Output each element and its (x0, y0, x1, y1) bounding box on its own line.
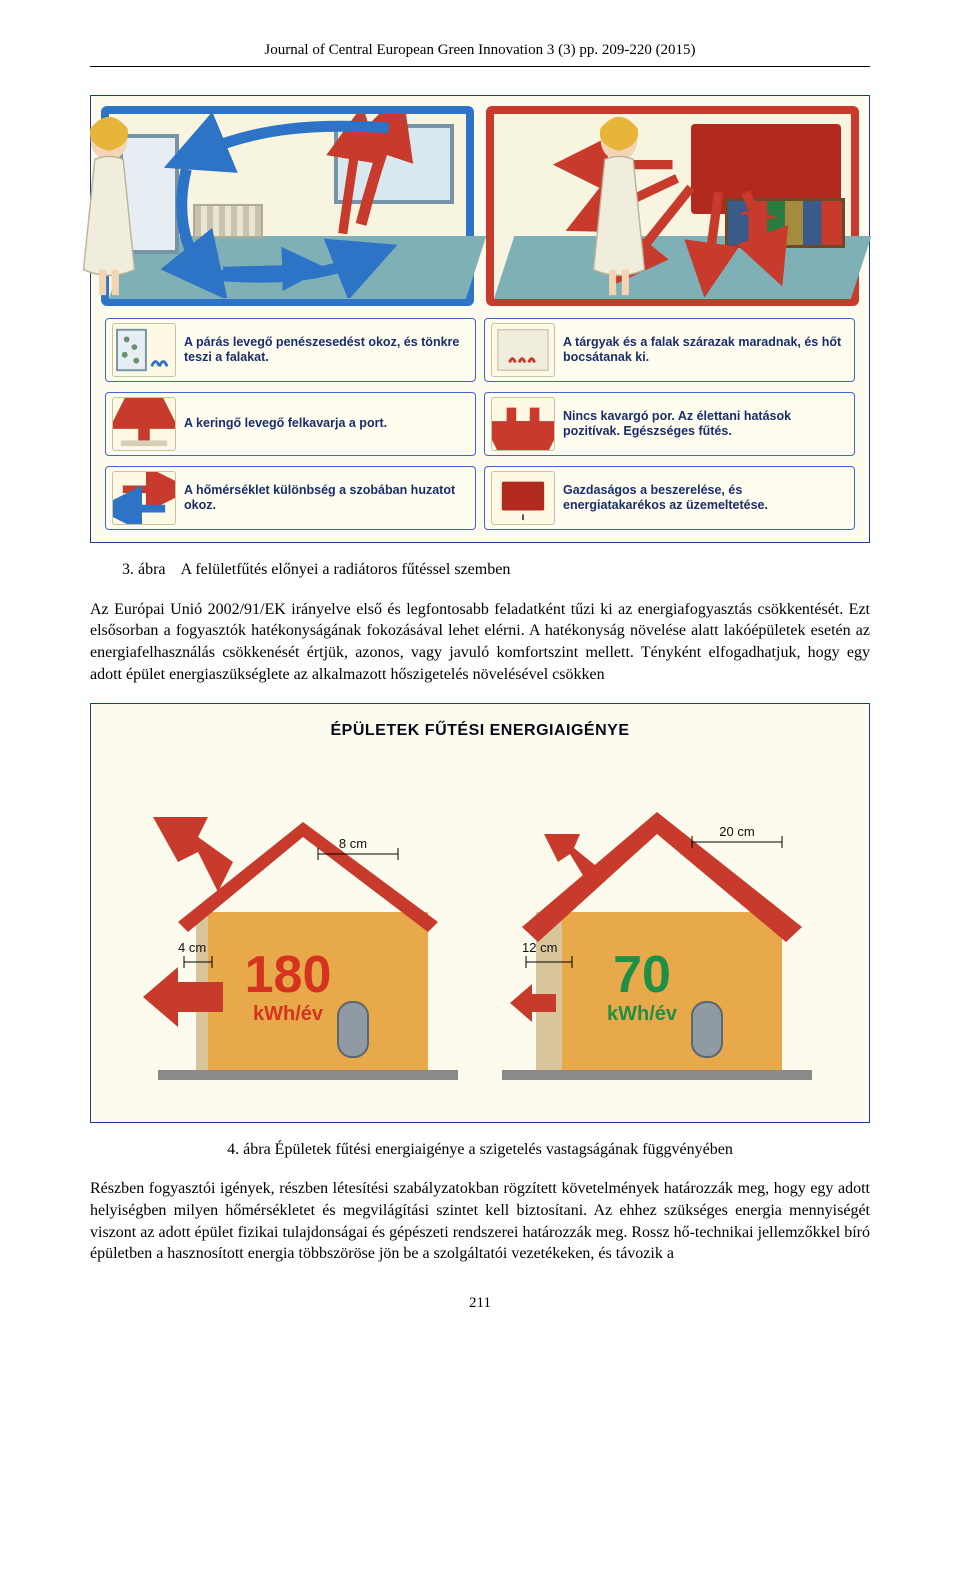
compare-text: A hőmérséklet különbség a szobában huzat… (184, 483, 469, 514)
mold-icon (112, 323, 176, 377)
figure-3-comparison: A párás levegő penészesedést okoz, és tö… (101, 316, 859, 532)
person-icon (0, 114, 288, 298)
economical-icon (491, 471, 555, 525)
energy-unit: kWh/év (607, 1003, 678, 1025)
compare-cell-left: A keringő levegő felkavarja a port. (105, 392, 476, 456)
house-good-insulation: 20 cm 12 cm 70 kWh/év (492, 762, 822, 1092)
compare-cell-right: Gazdaságos a beszerelése, és energiataka… (484, 466, 855, 530)
compare-cell-right: Nincs kavargó por. Az élettani hatások p… (484, 392, 855, 456)
compare-row: A párás levegő penészesedést okoz, és tö… (101, 316, 859, 384)
energy-value: 180 (245, 946, 332, 1004)
compare-text: A tárgyak és a falak szárazak maradnak, … (563, 335, 848, 366)
room-convection (101, 106, 474, 306)
compare-cell-left: A párás levegő penészesedést okoz, és tö… (105, 318, 476, 382)
compare-text: Gazdaságos a beszerelése, és energiataka… (563, 483, 848, 514)
figure-3-rooms (101, 106, 859, 306)
figure-4-houses: 8 cm 4 cm 180 kWh/év (101, 752, 859, 1112)
compare-text: Nincs kavargó por. Az élettani hatások p… (563, 409, 848, 440)
dim-roof: 8 cm (339, 836, 367, 851)
house-poor-insulation: 8 cm 4 cm 180 kWh/év (138, 762, 468, 1092)
compare-cell-right: A tárgyak és a falak szárazak maradnak, … (484, 318, 855, 382)
figure-4-caption: 4. ábra Épületek fűtési energiaigénye a … (90, 1139, 870, 1161)
draft-icon (112, 471, 176, 525)
figure-3-caption: 3. ábra A felületfűtés előnyei a radiáto… (90, 559, 870, 581)
page-number: 211 (90, 1293, 870, 1313)
figure-4-title: ÉPÜLETEK FŰTÉSI ENERGIAIGÉNYE (101, 720, 859, 742)
compare-text: A keringő levegő felkavarja a port. (184, 416, 387, 432)
compare-row: A keringő levegő felkavarja a port. Ninc… (101, 390, 859, 458)
caption-text: A felületfűtés előnyei a radiátoros fűté… (181, 561, 511, 578)
dim-wall: 4 cm (178, 940, 206, 955)
person-icon (440, 114, 797, 298)
compare-text: A párás levegő penészesedést okoz, és tö… (184, 335, 469, 366)
dry-wall-icon (491, 323, 555, 377)
figure-4-frame: ÉPÜLETEK FŰTÉSI ENERGIAIGÉNYE (90, 703, 870, 1123)
paragraph-1: Az Európai Unió 2002/91/EK irányelve els… (90, 599, 870, 685)
room-radiant (486, 106, 859, 306)
compare-row: A hőmérséklet különbség a szobában huzat… (101, 464, 859, 532)
paragraph-2: Részben fogyasztói igények, részben léte… (90, 1178, 870, 1264)
caption-label: 3. ábra (122, 561, 166, 578)
dim-wall: 12 cm (522, 940, 557, 955)
healthy-air-icon (491, 397, 555, 451)
journal-header: Journal of Central European Green Innova… (90, 40, 870, 67)
compare-cell-left: A hőmérséklet különbség a szobában huzat… (105, 466, 476, 530)
figure-3-frame: A párás levegő penészesedést okoz, és tö… (90, 95, 870, 543)
dim-roof: 20 cm (719, 824, 754, 839)
energy-value: 70 (613, 946, 671, 1004)
energy-unit: kWh/év (253, 1003, 324, 1025)
dust-icon (112, 397, 176, 451)
